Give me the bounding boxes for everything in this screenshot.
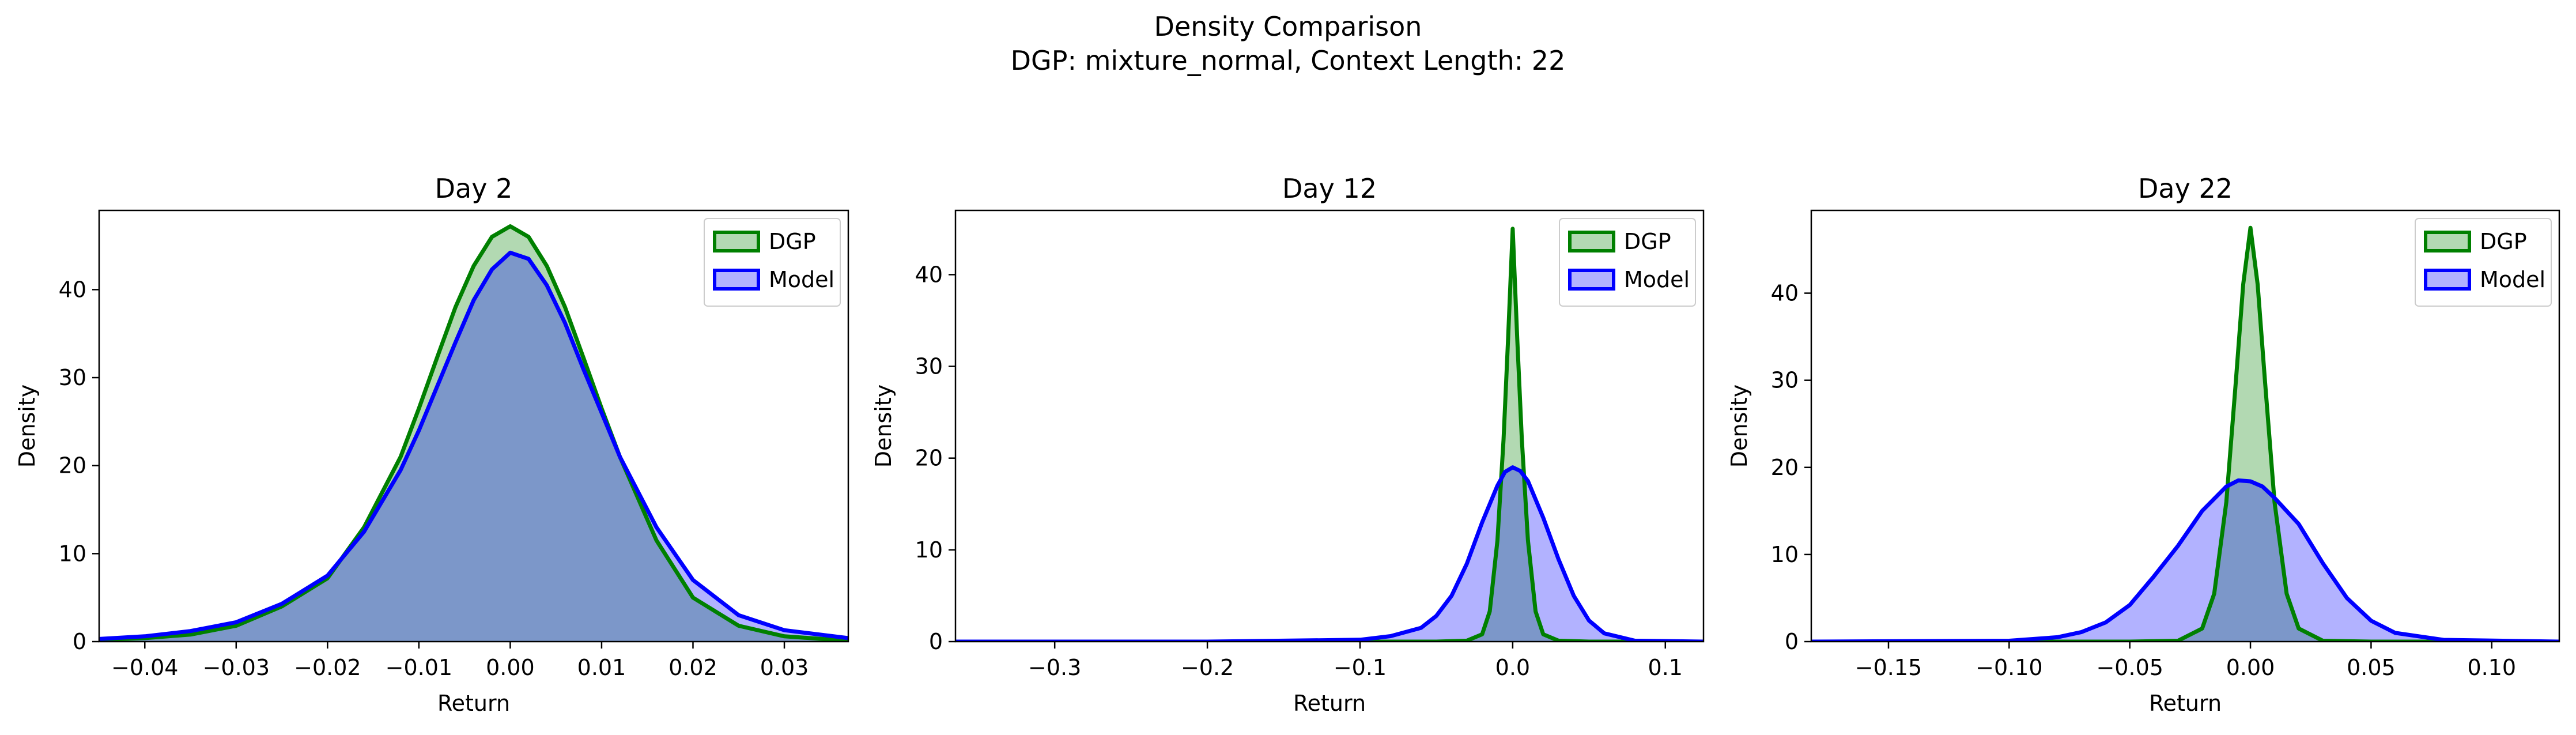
x-tick-label: 0.0 bbox=[1495, 655, 1530, 680]
y-tick-label: 20 bbox=[915, 446, 943, 471]
axes-frame bbox=[98, 209, 849, 643]
line-model bbox=[1811, 478, 2559, 642]
legend-label-model: Model bbox=[769, 267, 834, 292]
line-model bbox=[99, 250, 848, 641]
plot-area bbox=[1811, 225, 2559, 642]
x-tick-label: −0.05 bbox=[2096, 655, 2163, 680]
x-tick-label: −0.15 bbox=[1855, 655, 1922, 680]
plot-area bbox=[955, 227, 1704, 642]
legend-swatch-model bbox=[2424, 269, 2471, 291]
legend-label-model: Model bbox=[1624, 267, 1690, 292]
figure-title: Density Comparison bbox=[1154, 11, 1422, 42]
legend-swatch-model bbox=[1568, 269, 1615, 291]
line-dgp bbox=[955, 227, 1704, 642]
area-model bbox=[955, 467, 1704, 642]
area-model bbox=[99, 252, 848, 642]
legend-label-dgp: DGP bbox=[1624, 229, 1671, 254]
panel-title: Day 2 bbox=[435, 173, 513, 204]
legend: DGP Model bbox=[1559, 218, 1696, 307]
axes-frame bbox=[1810, 209, 2560, 643]
y-tick-label: 40 bbox=[1771, 281, 1799, 306]
y-tick-label: 10 bbox=[1771, 542, 1799, 567]
line-dgp bbox=[1811, 225, 2559, 642]
legend-frame bbox=[1559, 218, 1696, 307]
x-axis-label: Return bbox=[437, 691, 510, 716]
legend-swatch-dgp bbox=[1568, 231, 1615, 252]
y-axis-label: Density bbox=[14, 385, 40, 468]
y-tick-label: 30 bbox=[915, 354, 943, 379]
x-tick-label: 0.00 bbox=[486, 655, 535, 680]
axes-frame bbox=[954, 209, 1705, 643]
x-tick-label: −0.02 bbox=[294, 655, 361, 680]
legend-label-dgp: DGP bbox=[769, 229, 816, 254]
y-tick-label: 30 bbox=[59, 365, 86, 390]
legend-label-model: Model bbox=[2480, 267, 2545, 292]
y-tick-label: 0 bbox=[73, 629, 86, 654]
y-tick-label: 40 bbox=[59, 277, 86, 302]
figure-subtitle: DGP: mixture_normal, Context Length: 22 bbox=[1011, 45, 1566, 76]
panel-title: Day 12 bbox=[1282, 173, 1377, 204]
x-tick-label: −0.1 bbox=[1334, 655, 1387, 680]
y-tick-label: 10 bbox=[59, 541, 86, 566]
y-tick-label: 30 bbox=[1771, 368, 1799, 393]
panel-3: −0.15 −0.10 −0.05 0.00 0.05 0.10 0 10 20 30 40 Day … bbox=[1727, 173, 2560, 716]
x-tick-label: −0.2 bbox=[1181, 655, 1234, 680]
line-model bbox=[955, 465, 1704, 642]
x-tick-label: 0.00 bbox=[2226, 655, 2275, 680]
x-tick-label: −0.10 bbox=[1976, 655, 2042, 680]
legend-frame bbox=[2415, 218, 2552, 307]
y-axis-label: Density bbox=[871, 385, 896, 468]
x-tick-label: −0.03 bbox=[203, 655, 270, 680]
legend: DGP Model bbox=[704, 218, 841, 307]
y-tick-label: 0 bbox=[929, 629, 943, 654]
panels: −0.04 −0.03 −0.02 −0.01 0.00 0.01 0.02 0.030102… bbox=[14, 173, 2560, 716]
y-tick-label: 20 bbox=[1771, 455, 1799, 480]
x-tick-label: −0.01 bbox=[386, 655, 452, 680]
y-tick-label: 0 bbox=[1785, 629, 1799, 654]
panel-2: −0.3 −0.2 −0.1 0.0 0.1 0 10 20 30 40 Day 12 Return D… bbox=[871, 173, 1705, 716]
y-tick-label: 10 bbox=[915, 537, 943, 563]
legend-label-dgp: DGP bbox=[2480, 229, 2527, 254]
x-tick-label: 0.1 bbox=[1648, 655, 1683, 680]
x-tick-label: −0.3 bbox=[1028, 655, 1081, 680]
x-tick-label: 0.05 bbox=[2347, 655, 2396, 680]
legend-swatch-dgp bbox=[2424, 231, 2471, 252]
legend-frame bbox=[704, 218, 841, 307]
legend-swatch-model bbox=[713, 269, 760, 291]
legend: DGP Model bbox=[2415, 218, 2552, 307]
area-model bbox=[1811, 480, 2559, 642]
panel-1: −0.04 −0.03 −0.02 −0.01 0.00 0.01 0.02 0.03 0 10 2… bbox=[14, 173, 849, 716]
plot-area bbox=[99, 224, 848, 642]
y-tick-label: 40 bbox=[915, 262, 943, 287]
area-dgp bbox=[99, 226, 848, 642]
x-tick-label: −0.04 bbox=[111, 655, 178, 680]
x-tick-label: 0.03 bbox=[760, 655, 809, 680]
x-axis-label: Return bbox=[1293, 691, 1366, 716]
x-axis-label: Return bbox=[2149, 691, 2222, 716]
x-tick-label: 0.02 bbox=[668, 655, 717, 680]
y-axis-label: Density bbox=[1727, 385, 1752, 468]
x-tick-label: 0.01 bbox=[577, 655, 626, 680]
line-dgp bbox=[99, 224, 848, 642]
y-tick-label: 20 bbox=[59, 453, 86, 478]
x-tick-label: 0.10 bbox=[2467, 655, 2516, 680]
panel-title: Day 22 bbox=[2138, 173, 2233, 204]
legend-swatch-dgp bbox=[713, 231, 760, 252]
